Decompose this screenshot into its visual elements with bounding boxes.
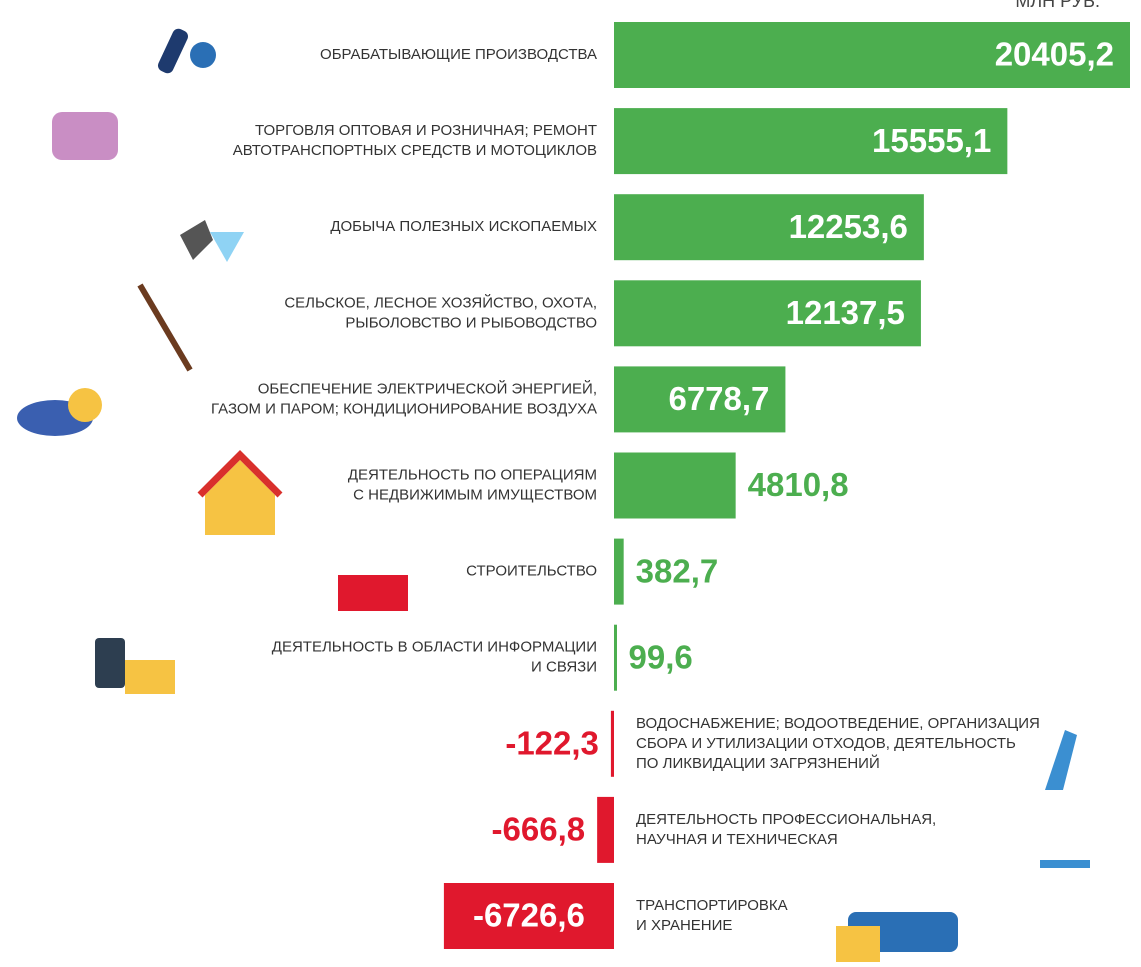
value-label: 99,6 <box>629 638 693 675</box>
value-label: 15555,1 <box>872 122 991 159</box>
value-label: 20405,2 <box>995 36 1114 73</box>
value-label: -122,3 <box>505 725 599 762</box>
category-label: АВТОТРАНСПОРТНЫХ СРЕДСТВ И МОТОЦИКЛОВ <box>233 142 597 159</box>
value-label: 12137,5 <box>786 294 905 331</box>
category-label: ПО ЛИКВИДАЦИИ ЗАГРЯЗНЕНИЙ <box>636 754 880 772</box>
icon <box>210 232 244 262</box>
bar <box>614 194 924 261</box>
category-label: ВОДОСНАБЖЕНИЕ; ВОДООТВЕДЕНИЕ, ОРГАНИЗАЦИ… <box>636 715 1040 732</box>
category-label: ОБЕСПЕЧЕНИЕ ЭЛЕКТРИЧЕСКОЙ ЭНЕРГИЕЙ, <box>258 379 597 397</box>
icon <box>190 42 216 68</box>
category-label: ДЕЯТЕЛЬНОСТЬ ПО ОПЕРАЦИЯМ <box>348 466 597 483</box>
category-label: ОБРАБАТЫВАЮЩИЕ ПРОИЗВОДСТВА <box>320 46 597 63</box>
icon <box>125 660 175 694</box>
icon <box>180 220 213 260</box>
category-label: И СВЯЗИ <box>531 659 597 676</box>
icon <box>338 575 408 611</box>
category-label: РЫБОЛОВСТВО И РЫБОВОДСТВО <box>345 314 597 331</box>
icon <box>52 112 118 160</box>
category-label: ТРАНСПОРТИРОВКА <box>636 897 788 914</box>
icon <box>1040 730 1090 868</box>
category-label: С НЕДВИЖИМЫМ ИМУЩЕСТВОМ <box>353 486 597 503</box>
category-label: ДЕЯТЕЛЬНОСТЬ ПРОФЕССИОНАЛЬНАЯ, <box>636 811 936 828</box>
bar <box>614 452 736 519</box>
category-label: НАУЧНАЯ И ТЕХНИЧЕСКАЯ <box>636 831 838 848</box>
category-label: ГАЗОМ И ПАРОМ; КОНДИЦИОНИРОВАНИЕ ВОЗДУХА <box>211 400 597 417</box>
category-label: ТОРГОВЛЯ ОПТОВАЯ И РОЗНИЧНАЯ; РЕМОНТ <box>255 122 597 139</box>
icon <box>158 28 188 74</box>
icon <box>205 460 275 535</box>
category-label: СТРОИТЕЛЬСТВО <box>466 563 597 580</box>
bar <box>614 280 921 347</box>
category-label: И ХРАНЕНИЕ <box>636 917 732 934</box>
icon <box>137 283 193 372</box>
value-label: -6726,6 <box>473 897 585 934</box>
bar <box>614 366 786 433</box>
icon <box>68 388 102 422</box>
bar <box>614 538 624 605</box>
bar <box>443 883 614 949</box>
value-label: 4810,8 <box>748 466 849 503</box>
icon <box>197 450 283 498</box>
value-label: 12253,6 <box>789 208 908 245</box>
category-label: ДОБЫЧА ПОЛЕЗНЫХ ИСКОПАЕМЫХ <box>330 218 597 235</box>
value-label: 6778,7 <box>668 380 769 417</box>
bar <box>597 796 614 863</box>
bar <box>614 108 1008 175</box>
unit-label: МЛН РУБ. <box>1015 0 1100 11</box>
icon <box>95 638 125 688</box>
icons <box>17 28 1090 962</box>
bar <box>614 624 617 691</box>
category-label: СЕЛЬСКОЕ, ЛЕСНОЕ ХОЗЯЙСТВО, ОХОТА, <box>284 293 597 311</box>
bar <box>614 22 1130 88</box>
category-label: СБОРА И УТИЛИЗАЦИИ ОТХОДОВ, ДЕЯТЕЛЬНОСТЬ <box>636 735 1016 752</box>
value-label: 382,7 <box>636 552 719 589</box>
icon <box>836 926 880 962</box>
value-label: -666,8 <box>492 811 586 848</box>
category-label: ДЕЯТЕЛЬНОСТЬ В ОБЛАСТИ ИНФОРМАЦИИ <box>272 639 597 656</box>
bar <box>610 710 614 777</box>
